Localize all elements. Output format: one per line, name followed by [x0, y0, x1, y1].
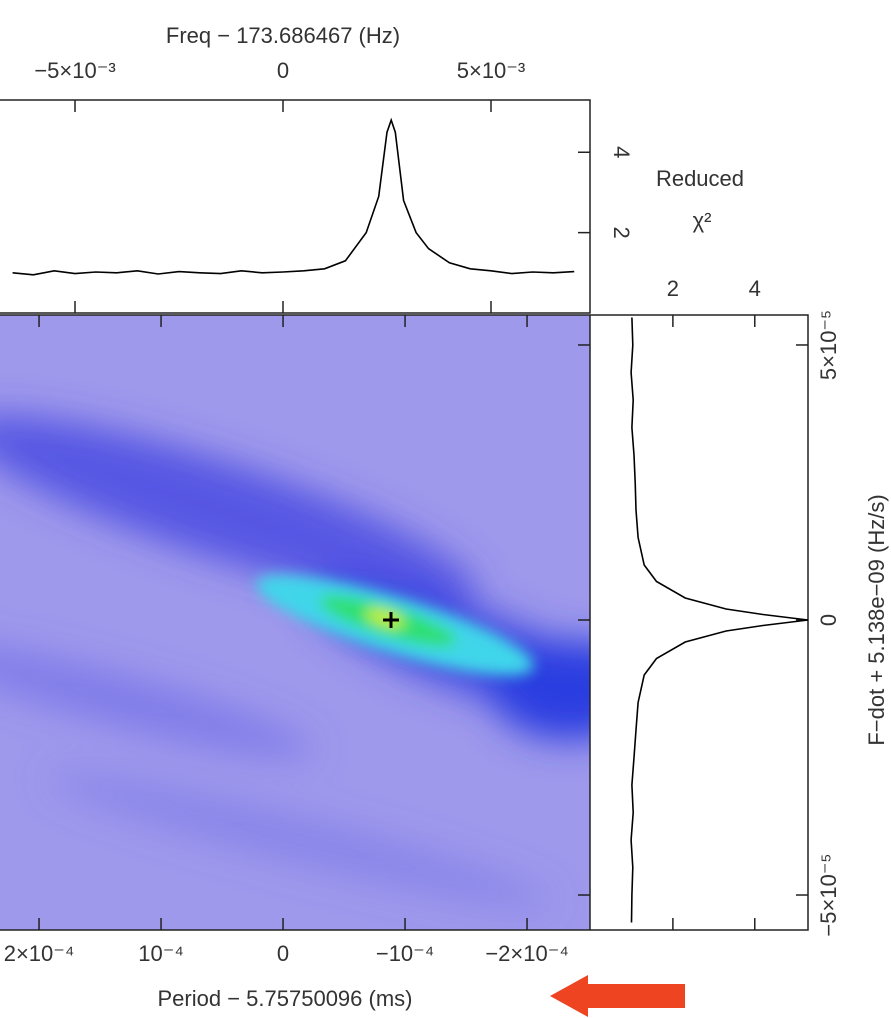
x-tick-label: −10⁻⁴ — [376, 941, 434, 966]
y-tick-label: 4 — [609, 146, 634, 158]
line — [630, 317, 809, 923]
arrow — [550, 975, 685, 1017]
x-tick-label: 2 — [667, 276, 679, 301]
x-tick-label: −2×10⁻⁴ — [485, 941, 568, 966]
x-label: Period − 5.75750096 (ms) — [158, 986, 413, 1011]
y-label: χ² — [693, 208, 712, 233]
best-marker — [383, 612, 399, 628]
y-label: Reduced — [656, 166, 744, 191]
x-tick-label: 0 — [277, 941, 289, 966]
x-tick-label: −5×10⁻³ — [34, 58, 115, 83]
heatmap — [0, 315, 590, 930]
x-tick-label: 4 — [749, 276, 761, 301]
line — [12, 117, 575, 276]
x-tick-label: 0 — [277, 58, 289, 83]
y-tick-label: 5×10⁻⁵ — [816, 310, 841, 380]
top-frame — [0, 99, 591, 314]
x-tick-label: 5×10⁻³ — [457, 58, 526, 83]
y-tick-label: −5×10⁻⁵ — [816, 853, 841, 936]
x-tick-label: 2×10⁻⁴ — [4, 941, 75, 966]
y-label: F−dot + 5.138e−09 (Hz/s) — [864, 494, 889, 745]
top-x-label: Freq − 173.686467 (Hz) — [166, 23, 400, 48]
main-frame — [0, 314, 809, 931]
y-tick-label: 0 — [816, 614, 841, 626]
x-tick-label: 10⁻⁴ — [138, 941, 184, 966]
y-tick-label: 2 — [609, 226, 634, 238]
